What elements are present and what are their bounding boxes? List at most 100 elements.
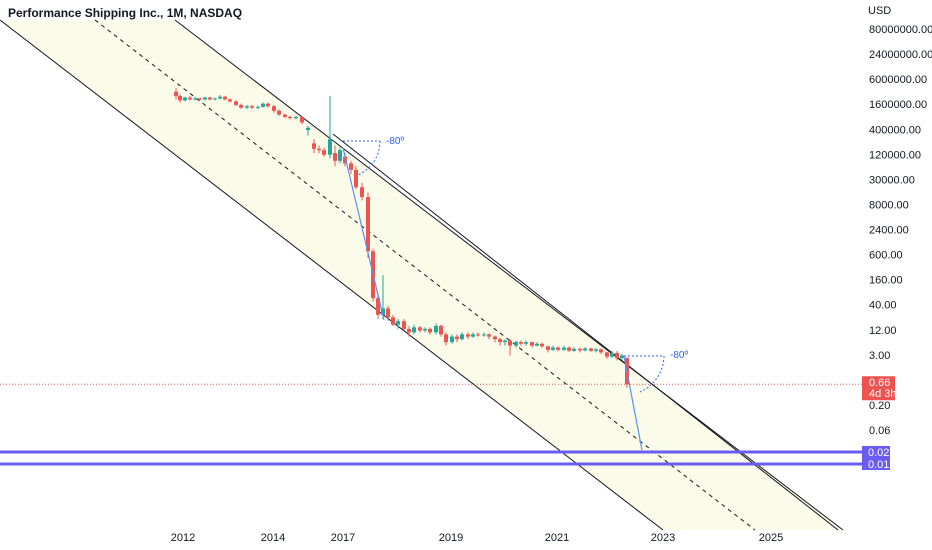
candle	[402, 319, 406, 331]
candle	[466, 332, 470, 340]
candle	[562, 345, 566, 351]
candle	[508, 339, 512, 356]
channel-upper-line	[174, 19, 844, 531]
candle-body	[508, 340, 512, 346]
candle	[272, 104, 276, 113]
y-tick-label: 1600000.00	[869, 99, 927, 111]
channel-fill	[0, 20, 843, 530]
candle	[439, 324, 443, 337]
candle	[519, 340, 523, 346]
candle	[583, 347, 587, 352]
candle	[228, 98, 232, 103]
last-price-badge	[862, 376, 895, 401]
candle-body	[228, 99, 232, 102]
candle	[178, 94, 182, 103]
currency-label: USD	[868, 5, 891, 17]
candle-body	[300, 116, 304, 123]
candle	[578, 347, 582, 353]
candle-body	[476, 334, 480, 336]
level-badge	[862, 446, 890, 458]
candle	[333, 145, 337, 167]
price-axis[interactable]: USD 80000000.00 24000000.00 6000000.00 16000…	[862, 5, 932, 471]
candle	[444, 332, 448, 346]
candle	[256, 105, 260, 110]
candle-body	[343, 156, 347, 164]
candle-body	[239, 104, 243, 108]
candle	[434, 323, 438, 335]
candle	[407, 325, 411, 337]
time-axis[interactable]: 2012 2014 2017 2019 2021 2023 2025	[171, 532, 783, 544]
candle	[277, 109, 281, 116]
candle	[450, 334, 454, 344]
candle	[482, 332, 486, 337]
candle	[487, 333, 491, 340]
candle	[493, 335, 497, 343]
candle-body	[620, 355, 624, 359]
y-tick-label: 40.00	[869, 300, 897, 312]
candle-body	[551, 347, 555, 350]
x-tick-label: 2023	[651, 532, 675, 544]
candle	[540, 342, 544, 348]
candle-body	[524, 342, 528, 344]
candle-body	[412, 327, 416, 333]
x-tick-label: 2012	[171, 532, 195, 544]
candle-body	[503, 340, 507, 343]
y-tick-label: 3.00	[869, 350, 890, 362]
candle	[476, 332, 480, 337]
candle	[322, 147, 326, 157]
candle	[245, 104, 249, 110]
horizontal-levels[interactable]	[0, 383, 862, 466]
candle	[599, 348, 603, 355]
candle	[428, 327, 432, 335]
candle-body	[498, 339, 502, 343]
candle-body	[223, 96, 227, 100]
candle	[188, 95, 192, 101]
candle-body	[391, 317, 395, 325]
last-price-label: 0.66	[869, 377, 890, 389]
candle-body	[322, 150, 326, 155]
candle-body	[599, 349, 603, 353]
x-tick-label: 2025	[759, 532, 783, 544]
candle	[471, 332, 475, 338]
candle	[556, 346, 560, 351]
candle-body	[366, 197, 370, 252]
y-tick-label: 400000.00	[869, 124, 921, 136]
candle	[381, 275, 385, 320]
candle-body	[562, 347, 566, 350]
candle-body	[266, 103, 270, 107]
candle-body	[439, 325, 443, 335]
candle	[514, 340, 518, 348]
candle-body	[482, 334, 486, 336]
y-tick-label: 24000000.00	[869, 49, 932, 61]
candle-body	[256, 106, 260, 108]
drawings-group[interactable]: -80º -80º	[342, 136, 688, 451]
candle-body	[288, 116, 292, 119]
candle-body	[519, 342, 523, 344]
candle-body	[418, 327, 422, 331]
candle-body	[328, 139, 332, 155]
angle-arc-2	[639, 355, 665, 393]
x-tick-label: 2017	[331, 532, 355, 544]
candle-body	[578, 348, 582, 351]
y-tick-label: 120000.00	[869, 149, 921, 161]
x-tick-label: 2019	[439, 532, 463, 544]
y-tick-label: 6000000.00	[869, 74, 927, 86]
candle-body	[530, 342, 534, 346]
candle-body	[193, 98, 197, 100]
candle-body	[466, 334, 470, 337]
candle-body	[444, 334, 448, 343]
candle	[250, 104, 254, 110]
y-tick-label: 160.00	[869, 275, 903, 287]
candle	[551, 345, 555, 351]
y-tick-label: 80000000.00	[869, 24, 932, 36]
candle	[594, 348, 598, 353]
candle	[223, 95, 227, 101]
candle	[317, 145, 321, 154]
candle	[498, 337, 502, 346]
candle-body	[556, 347, 560, 350]
candle-body	[338, 150, 342, 161]
trend-line-1	[342, 147, 385, 321]
candle-body	[234, 101, 238, 105]
